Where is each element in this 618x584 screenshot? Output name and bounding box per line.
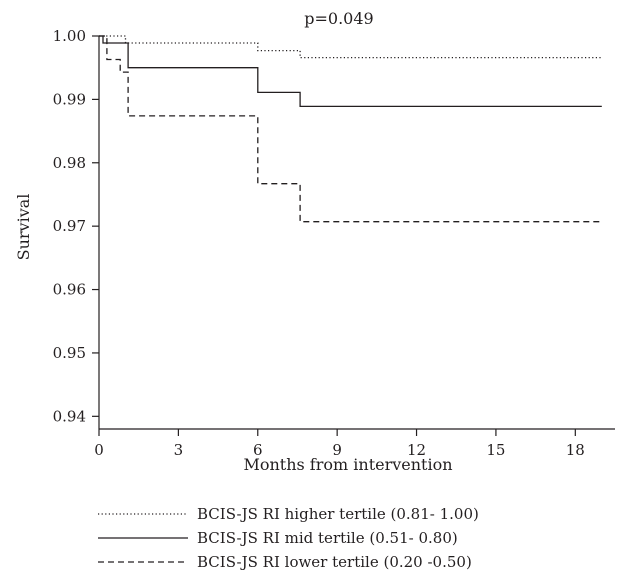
y-axis-title: Survival — [14, 194, 33, 261]
y-tick-label: 0.97 — [53, 217, 86, 235]
x-tick-label: 9 — [332, 441, 342, 459]
x-axis: 0 3 6 9 12 15 18 — [94, 428, 615, 459]
legend-label: BCIS-JS RI mid tertile (0.51- 0.80) — [197, 529, 458, 547]
x-tick-label: 18 — [566, 441, 585, 459]
x-tick-label: 6 — [253, 441, 263, 459]
x-tick-label: 0 — [94, 441, 104, 459]
y-tick-label: 0.95 — [53, 344, 86, 362]
plot-area — [99, 35, 602, 223]
series-line-dotted — [99, 35, 602, 59]
x-tick-label: 12 — [407, 441, 426, 459]
y-tick-label: 0.94 — [53, 407, 86, 425]
x-axis-title: Months from intervention — [243, 455, 452, 474]
p-value-annotation: p=0.049 — [304, 9, 373, 28]
legend: BCIS-JS RI higher tertile (0.81- 1.00) BC… — [98, 505, 479, 571]
legend-label: BCIS-JS RI higher tertile (0.81- 1.00) — [197, 505, 479, 523]
x-tick-label: 15 — [486, 441, 505, 459]
series-line-solid — [99, 35, 602, 108]
x-tick-label: 3 — [174, 441, 184, 459]
y-tick-label: 0.96 — [53, 281, 86, 299]
legend-label: BCIS-JS RI lower tertile (0.20 -0.50) — [197, 553, 472, 571]
y-tick-label: 0.99 — [53, 90, 86, 108]
y-axis: 1.00 0.99 0.98 0.97 0.96 0.95 0.94 — [53, 27, 100, 429]
y-tick-label: 1.00 — [53, 27, 86, 45]
y-tick-label: 0.98 — [53, 154, 86, 172]
series-line-dashed — [99, 35, 602, 223]
